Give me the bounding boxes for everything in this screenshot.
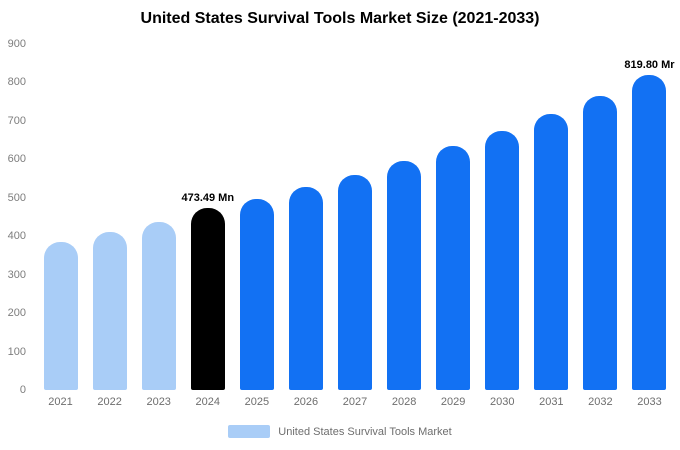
- bar-column-2022: [85, 44, 134, 390]
- bar-2027: [338, 174, 372, 390]
- bar-2022: [92, 232, 127, 390]
- y-tick-label: 200: [7, 307, 26, 320]
- y-tick-label: 0: [19, 384, 26, 396]
- bar-column-2029: [429, 44, 478, 390]
- x-tick-label-2024: 2024: [195, 396, 221, 408]
- legend[interactable]: United States Survival Tools Market: [0, 425, 680, 438]
- bar-2025: [239, 198, 274, 390]
- x-tick-label-2031: 2031: [539, 396, 564, 408]
- bar-2029: [436, 145, 471, 390]
- bar-2031: [534, 114, 569, 390]
- y-tick-label: 400: [7, 230, 26, 243]
- bar-2026: [288, 187, 323, 390]
- bar-column-2030: [478, 44, 527, 390]
- bar-value-label-2033: 819.80 Mr: [624, 58, 675, 71]
- y-tick-label: 100: [7, 345, 26, 358]
- bar-2030: [485, 130, 520, 390]
- y-axis: 900 800 700 600 500 400 300 200 100 0: [0, 38, 28, 396]
- bar-column-2025: [232, 44, 281, 390]
- x-tick-label-2027: 2027: [342, 396, 368, 408]
- bar-column-2033: 819.80 Mr: [624, 44, 675, 390]
- bar-column-2027: [330, 44, 379, 390]
- x-tick-label-2023: 2023: [146, 396, 171, 408]
- bar-2024: [190, 207, 225, 390]
- bar-2028: [387, 160, 422, 390]
- bar-column-2028: [380, 44, 429, 390]
- chart-title: United States Survival Tools Market Size…: [140, 10, 540, 27]
- x-tick-label-2021: 2021: [48, 396, 73, 408]
- bar-2021: [43, 242, 78, 390]
- bar-2023: [141, 222, 176, 390]
- bar-column-2026: [281, 44, 330, 390]
- y-tick-label: 300: [7, 268, 26, 281]
- x-tick-label-2030: 2030: [490, 396, 515, 408]
- bar-2032: [583, 95, 618, 390]
- x-tick-label-2033: 2033: [637, 396, 662, 408]
- y-tick-label: 800: [7, 76, 26, 89]
- y-tick-label: 600: [7, 153, 26, 166]
- y-tick-label: 900: [7, 38, 26, 50]
- bars: 473.49 Mn 819.80 Mr: [36, 44, 675, 390]
- x-tick-label-2032: 2032: [588, 396, 613, 408]
- x-tick-label-2029: 2029: [440, 396, 466, 408]
- x-tick-label-2025: 2025: [244, 396, 270, 408]
- x-tick-label-2022: 2022: [97, 396, 122, 408]
- bar-2033: [632, 74, 667, 390]
- x-tick-label-2026: 2026: [293, 396, 319, 408]
- y-tick-label: 500: [7, 191, 26, 204]
- bar-column-2023: [134, 44, 183, 390]
- x-tick-label-2028: 2028: [391, 396, 417, 408]
- bar-column-2031: [527, 44, 576, 390]
- bar-column-2024: 473.49 Mn: [181, 44, 235, 390]
- legend-label: United States Survival Tools Market: [278, 425, 452, 438]
- bar-column-2021: [36, 44, 85, 390]
- legend-swatch: [228, 425, 271, 438]
- bar-value-label-2024: 473.49 Mn: [181, 191, 235, 204]
- y-tick-label: 700: [7, 114, 26, 127]
- x-axis: 2021 2022 2023 2024 2025 2026 2027 2028 2029 2030…: [36, 396, 674, 412]
- bar-column-2032: [576, 44, 625, 390]
